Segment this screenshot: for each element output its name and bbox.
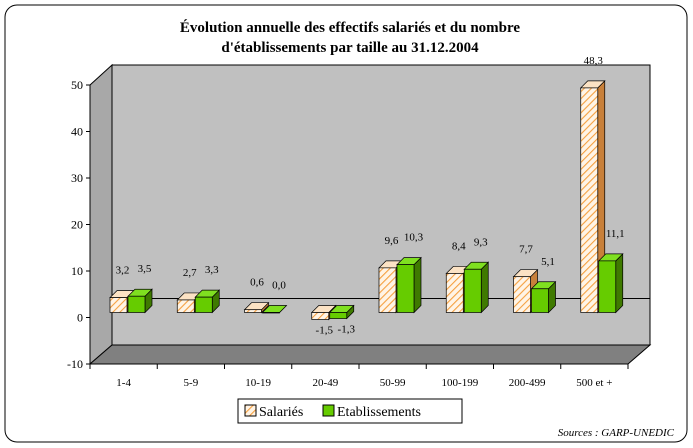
source: Sources : GARP-UNEDIC: [558, 427, 675, 439]
value-label: 48,3: [584, 55, 604, 67]
y-tick-label: 40: [71, 125, 83, 139]
y-tick-label: 0: [77, 311, 83, 325]
side-wall: [89, 63, 113, 366]
bar-face: [127, 295, 146, 313]
value-label: 3,5: [138, 263, 152, 275]
chart-title: Évolution annuelle des effectifs salarié…: [179, 20, 521, 56]
x-tick-label: 500 et +: [576, 377, 612, 389]
bar-face: [480, 261, 489, 314]
bar-face: [262, 312, 280, 314]
x-tick-label: 20-49: [313, 377, 339, 389]
legend-label: Etablissements: [337, 405, 421, 420]
x-tick-label: 10-19: [245, 377, 271, 389]
bar-face: [413, 256, 422, 314]
y-tick-label: -10: [67, 357, 83, 371]
value-label: 3,3: [205, 264, 219, 276]
value-label: 10,3: [404, 232, 424, 244]
bar: [328, 304, 355, 320]
bar: [194, 289, 221, 314]
bar-face: [445, 273, 464, 313]
x-tick-label: 50-99: [380, 377, 406, 389]
value-label: 7,7: [519, 244, 533, 256]
x-tick-label: 100-199: [442, 377, 479, 389]
bar-face: [463, 268, 482, 313]
x-tick-label: 5-9: [184, 377, 199, 389]
bar-face: [311, 312, 330, 320]
bar: [579, 80, 606, 314]
bar-face: [176, 299, 195, 313]
bar: [127, 288, 153, 314]
value-label: 0,0: [272, 280, 286, 292]
bar-face: [109, 297, 128, 313]
bar-face: [615, 253, 624, 314]
value-label: 5,1: [541, 256, 555, 268]
value-label: 9,3: [474, 236, 488, 248]
bar-face: [513, 276, 531, 313]
bar-face: [378, 267, 397, 313]
value-label: 0,6: [250, 277, 264, 289]
value-label: 9,6: [385, 235, 399, 247]
bar-face: [531, 288, 549, 313]
bar-face: [329, 312, 348, 319]
floor: [88, 344, 652, 365]
y-tick-label: 20: [71, 218, 83, 232]
bar: [396, 256, 422, 314]
bar: [463, 261, 490, 314]
value-label: 11,1: [606, 228, 625, 240]
legend-swatch: [322, 404, 335, 417]
y-tick-label: 50: [71, 78, 83, 92]
bar-face: [598, 260, 617, 313]
value-label: -1,3: [338, 324, 356, 336]
bar: [261, 305, 288, 314]
x-tick-label: 1-4: [116, 377, 131, 389]
bar-face: [194, 296, 213, 313]
x-tick-label: 200-499: [509, 377, 546, 389]
legend: [237, 398, 463, 424]
bar: [597, 253, 624, 314]
value-label: 3,2: [116, 265, 130, 277]
bar-face: [244, 309, 262, 313]
y-tick-label: 10: [71, 264, 83, 278]
value-label: 2,7: [183, 267, 197, 279]
bar: [530, 280, 557, 314]
bar-face: [580, 87, 599, 313]
legend-swatch: [244, 404, 257, 417]
bar-face: [396, 264, 415, 313]
value-label: 8,4: [452, 240, 466, 252]
legend-label: Salariés: [259, 405, 303, 420]
bar: [243, 301, 270, 314]
value-label: -1,5: [316, 324, 334, 336]
y-tick-label: 30: [71, 171, 83, 185]
